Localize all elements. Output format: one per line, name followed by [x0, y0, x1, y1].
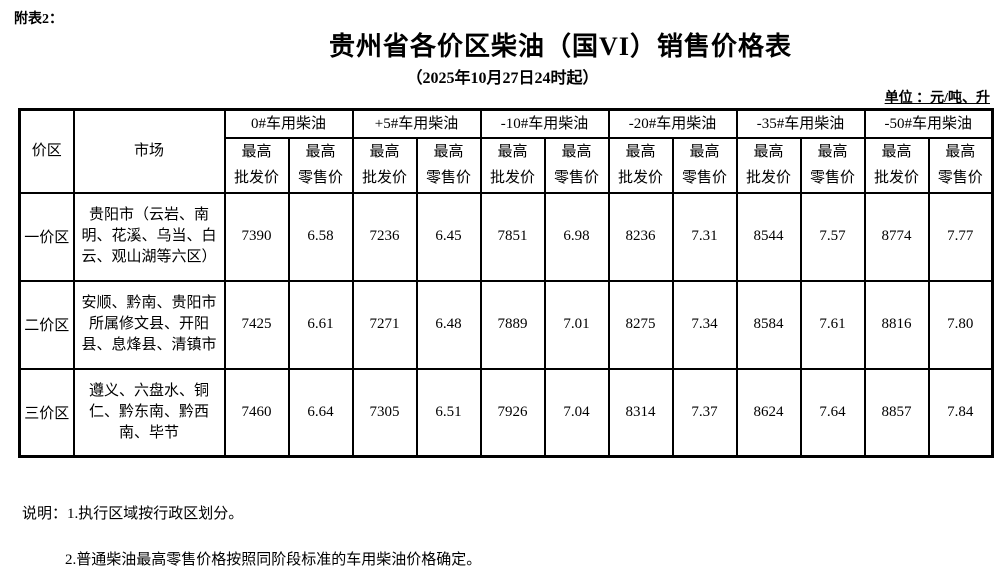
- price-cell: 8236: [607, 191, 674, 282]
- header-row-price-kinds: 最高 批发价 最高 零售价 最高 批发价 最高 零售价 最高 批发价 最高 零售…: [20, 136, 994, 194]
- unit-label: 单位 ：元/吨、升: [884, 91, 990, 106]
- price-cell: 7926: [479, 367, 546, 458]
- region-cell: 二价区: [18, 279, 75, 370]
- fuel-type-header-0: 0#车用柴油: [223, 108, 354, 139]
- price-cell: 7.31: [671, 191, 738, 282]
- retail-price-header: 最高 零售价: [287, 136, 354, 194]
- price-cell: 7889: [479, 279, 546, 370]
- page-subtitle: （2025年10月27日24时起）: [406, 70, 599, 87]
- wholesale-price-header: 最高 批发价: [863, 136, 930, 194]
- price-cell: 7236: [351, 191, 418, 282]
- header-row-fuel-types: 价区 市场 0#车用柴油 +5#车用柴油 -10#车用柴油 -20#车用柴油 -…: [18, 108, 994, 194]
- price-cell: 8314: [607, 367, 674, 458]
- fuel-type-header-5: -50#车用柴油: [863, 108, 994, 139]
- wholesale-price-header: 最高 批发价: [735, 136, 802, 194]
- region-cell: 一价区: [18, 191, 75, 282]
- retail-price-header: 最高 零售价: [415, 136, 482, 194]
- region-cell: 三价区: [18, 367, 75, 458]
- price-cell: 8544: [735, 191, 802, 282]
- annex-label: 附表2：: [14, 12, 63, 27]
- retail-price-header: 最高 零售价: [543, 136, 610, 194]
- price-table: 价区 市场 0#车用柴油 +5#车用柴油 -10#车用柴油 -20#车用柴油 -…: [18, 108, 995, 458]
- retail-price-header: 最高 零售价: [927, 136, 994, 194]
- price-cell: 7390: [223, 191, 290, 282]
- note-line-1: 说明：1.执行区域按行政区划分。: [22, 506, 244, 522]
- price-cell: 7.04: [543, 367, 610, 458]
- price-cell: 6.64: [287, 367, 354, 458]
- price-cell: 6.51: [415, 367, 482, 458]
- wholesale-price-header: 最高 批发价: [479, 136, 546, 194]
- market-cell: 遵义、六盘水、铜仁、黔东南、黔西南、毕节: [72, 367, 226, 458]
- wholesale-price-header: 最高 批发价: [223, 136, 290, 194]
- price-cell: 7305: [351, 367, 418, 458]
- price-cell: 7851: [479, 191, 546, 282]
- region-header-cell: 价区: [18, 108, 75, 194]
- price-cell: 7.64: [799, 367, 866, 458]
- market-header-cell: 市场: [72, 108, 226, 194]
- fuel-type-header-4: -35#车用柴油: [735, 108, 866, 139]
- price-cell: 7.61: [799, 279, 866, 370]
- price-cell: 7.34: [671, 279, 738, 370]
- price-cell: 7.01: [543, 279, 610, 370]
- fuel-type-header-2: -10#车用柴油: [479, 108, 610, 139]
- price-cell: 6.98: [543, 191, 610, 282]
- notes-section: 说明：1.执行区域按行政区划分。 2.普通柴油最高零售价格按照同阶段标准的车用柴…: [0, 504, 1005, 570]
- table-row-zone3: 三价区 遵义、六盘水、铜仁、黔东南、黔西南、毕节 7460 6.64 7305 …: [18, 367, 994, 458]
- price-cell: 8774: [863, 191, 930, 282]
- price-cell: 6.45: [415, 191, 482, 282]
- price-cell: 8275: [607, 279, 674, 370]
- price-cell: 7.77: [927, 191, 994, 282]
- note-line-2: 2.普通柴油最高零售价格按照同阶段标准的车用柴油价格确定。: [65, 552, 482, 568]
- price-cell: 8624: [735, 367, 802, 458]
- page-title: 贵州省各价区柴油（国VI）销售价格表: [329, 32, 792, 61]
- price-cell: 7.80: [927, 279, 994, 370]
- price-cell: 8857: [863, 367, 930, 458]
- price-cell: 6.48: [415, 279, 482, 370]
- retail-price-header: 最高 零售价: [799, 136, 866, 194]
- price-cell: 8584: [735, 279, 802, 370]
- price-cell: 7271: [351, 279, 418, 370]
- price-cell: 7.84: [927, 367, 994, 458]
- wholesale-price-header: 最高 批发价: [351, 136, 418, 194]
- price-cell: 7.57: [799, 191, 866, 282]
- price-cell: 7425: [223, 279, 290, 370]
- retail-price-header: 最高 零售价: [671, 136, 738, 194]
- price-cell: 6.58: [287, 191, 354, 282]
- price-cell: 7460: [223, 367, 290, 458]
- market-cell: 贵阳市（云岩、南明、花溪、乌当、白云、观山湖等六区）: [72, 191, 226, 282]
- price-cell: 6.61: [287, 279, 354, 370]
- price-cell: 8816: [863, 279, 930, 370]
- wholesale-price-header: 最高 批发价: [607, 136, 674, 194]
- price-cell: 7.37: [671, 367, 738, 458]
- table-row-zone2: 二价区 安顺、黔南、贵阳市所属修文县、开阳县、息烽县、清镇市 7425 6.61…: [18, 279, 994, 370]
- fuel-type-header-3: -20#车用柴油: [607, 108, 738, 139]
- fuel-type-header-1: +5#车用柴油: [351, 108, 482, 139]
- market-cell: 安顺、黔南、贵阳市所属修文县、开阳县、息烽县、清镇市: [72, 279, 226, 370]
- table-row-zone1: 一价区 贵阳市（云岩、南明、花溪、乌当、白云、观山湖等六区） 7390 6.58…: [18, 191, 994, 282]
